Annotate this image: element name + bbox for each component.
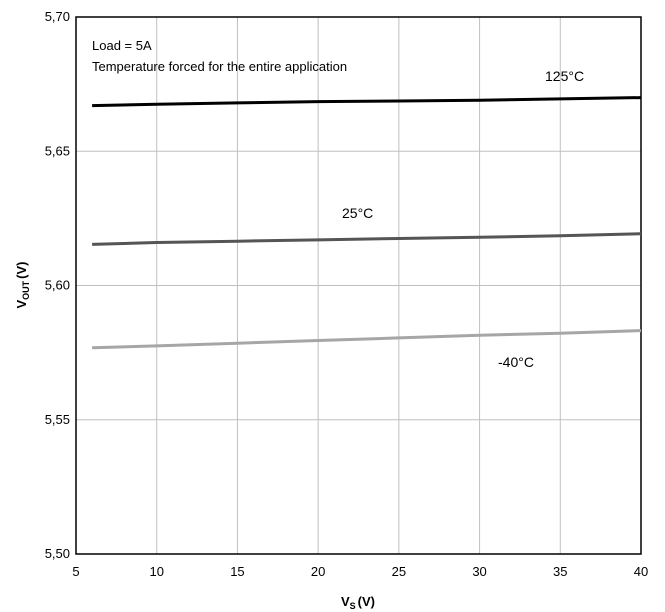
x-tick-label: 10	[149, 564, 163, 579]
series-layer	[92, 96, 642, 350]
x-tick-label: 20	[311, 564, 325, 579]
y-tick-label: 5,55	[45, 412, 70, 427]
y-axis-title-sub: OUT	[21, 280, 31, 300]
series-line-0	[92, 96, 642, 108]
x-axis-title-unit: (V)	[358, 594, 375, 609]
x-tick-labels: 5 10 15 20 25 30 35 40	[72, 564, 648, 579]
series-label-minus40c: -40°C	[498, 354, 534, 370]
series-label-125c: 125°C	[545, 68, 584, 84]
x-axis-title-main: V	[341, 594, 350, 609]
x-tick-label: 5	[72, 564, 79, 579]
series-line-2	[92, 329, 642, 350]
x-tick-label: 15	[230, 564, 244, 579]
y-tick-labels: 5,50 5,55 5,60 5,65 5,70	[45, 9, 70, 561]
plot-frame	[75, 16, 642, 555]
x-axis-title: VS (V)	[341, 594, 375, 611]
y-tick-label: 5,70	[45, 9, 70, 24]
annotation-temperature: Temperature forced for the entire applic…	[92, 59, 347, 74]
y-tick-label: 5,60	[45, 278, 70, 293]
y-tick-label: 5,65	[45, 143, 70, 158]
y-axis-title-unit: (V)	[14, 261, 29, 278]
annotation-load: Load = 5A	[92, 38, 152, 53]
grid	[76, 17, 641, 554]
x-tick-label: 30	[472, 564, 486, 579]
y-axis-title-main: V	[14, 300, 29, 309]
y-axis-title: VOUT (V)	[14, 261, 31, 308]
x-axis-title-sub: S	[350, 601, 356, 611]
y-tick-label: 5,50	[45, 546, 70, 561]
series-label-25c: 25°C	[342, 205, 373, 221]
series-line-1	[92, 232, 642, 246]
x-tick-label: 25	[392, 564, 406, 579]
x-tick-label: 35	[553, 564, 567, 579]
x-tick-label: 40	[634, 564, 648, 579]
